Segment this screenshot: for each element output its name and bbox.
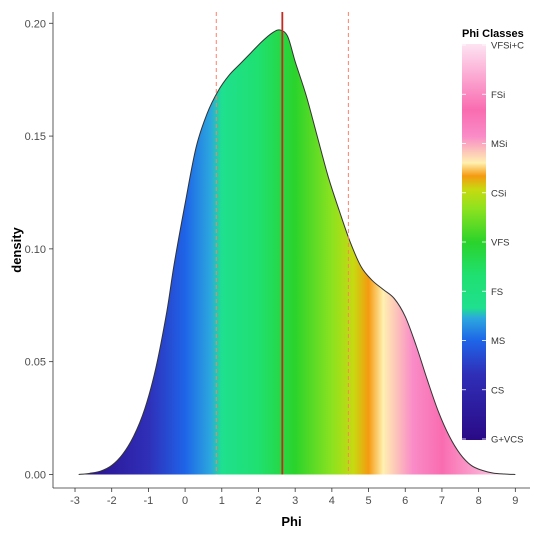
legend-label: CSi [491, 188, 506, 199]
y-tick-label: 0.20 [25, 18, 46, 30]
x-axis-title: Phi [281, 514, 301, 529]
x-tick-label: 7 [439, 495, 445, 507]
y-tick-label: 0.15 [25, 131, 46, 143]
x-tick-label: -3 [70, 495, 80, 507]
x-ticks: -3 -2 -1 0 1 2 3 4 5 6 7 8 9 [70, 488, 518, 507]
legend-label: VFSi+C [491, 41, 524, 52]
x-tick-label: -1 [144, 495, 154, 507]
y-axis-title: density [9, 226, 24, 272]
legend-label: MSi [491, 139, 507, 150]
legend-label: FSi [491, 90, 505, 101]
x-tick-label: -2 [107, 495, 117, 507]
density-area [78, 29, 516, 475]
x-tick-label: 3 [292, 495, 298, 507]
x-tick-label: 1 [219, 495, 225, 507]
y-tick-label: 0.10 [25, 244, 46, 256]
legend-title: Phi Classes [462, 28, 524, 40]
legend-label: FS [491, 287, 503, 298]
x-tick-label: 9 [512, 495, 518, 507]
legend-label: VFS [491, 238, 509, 249]
legend-labels: VFSi+C FSi MSi CSi VFS FS MS CS G+VCS [462, 41, 524, 446]
x-tick-label: 5 [365, 495, 371, 507]
legend-label: MS [491, 336, 505, 347]
plot-area [78, 12, 516, 475]
x-tick-label: 0 [182, 495, 188, 507]
density-curve [78, 29, 516, 475]
legend-label: G+VCS [491, 435, 523, 446]
x-tick-label: 8 [476, 495, 482, 507]
x-tick-label: 2 [255, 495, 261, 507]
x-tick-label: 6 [402, 495, 408, 507]
legend: Phi Classes VFSi+C FSi MSi CSi VFS FS MS CS G+VC… [462, 28, 524, 446]
legend-label: CS [491, 385, 504, 396]
y-tick-label: 0.00 [25, 469, 46, 481]
y-ticks: 0.00 0.05 0.10 0.15 0.20 [25, 18, 53, 481]
axes: -3 -2 -1 0 1 2 3 4 5 6 7 8 9 0.00 0.05 0.10 0.15 0.20 Ph… [9, 12, 530, 529]
x-tick-label: 4 [329, 495, 335, 507]
y-tick-label: 0.05 [25, 357, 46, 369]
reference-lines [215, 12, 349, 475]
